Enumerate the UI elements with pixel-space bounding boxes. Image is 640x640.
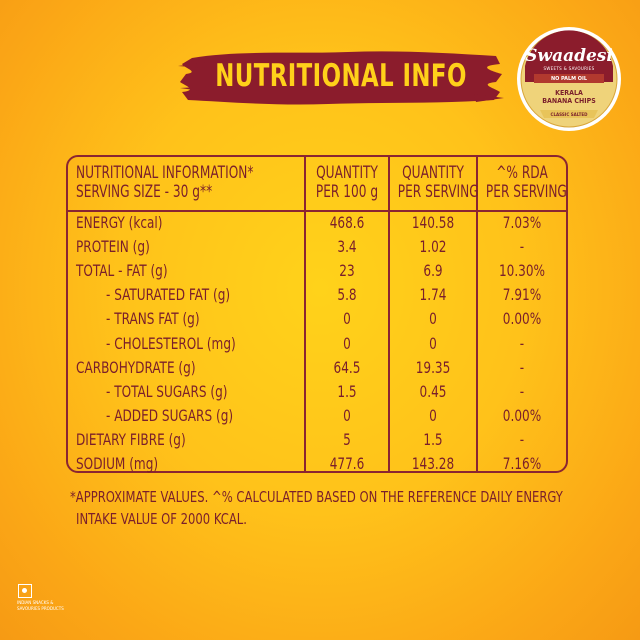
value-per100: 0 xyxy=(343,333,351,353)
nutrient-name: - SATURATED FAT (g) xyxy=(106,285,231,305)
header-rda-line2: PER SERVING xyxy=(485,182,567,201)
badge-claim: NO PALM OIL xyxy=(550,76,588,82)
value-per100: 477.6 xyxy=(329,454,365,473)
nutrient-name: PROTEIN (g) xyxy=(76,237,150,257)
value-per100: 0 xyxy=(343,405,351,425)
value-per-serving: 0 xyxy=(429,405,437,425)
nutrient-name: - ADDED SUGARS (g) xyxy=(106,405,234,425)
value-per100: 5.8 xyxy=(337,285,357,305)
header-rda-line1: ^% RDA xyxy=(496,163,548,182)
value-per-serving: 1.74 xyxy=(419,285,447,305)
value-per100: 468.6 xyxy=(329,213,365,232)
badge-product-line2: BANANA CHIPS xyxy=(542,97,596,105)
value-per100: 23 xyxy=(339,261,355,281)
header-per100-line2: PER 100 g xyxy=(315,182,379,201)
value-rda: - xyxy=(519,429,525,449)
header-nutrient-line1: NUTRITIONAL INFORMATION* xyxy=(76,163,254,182)
nutrient-name: ENERGY (kcal) xyxy=(76,213,163,232)
value-per-serving: 0 xyxy=(429,309,437,329)
value-rda: 0.00% xyxy=(502,405,542,425)
value-per-serving: 143.28 xyxy=(411,454,455,473)
header-per-serving: QUANTITY PER SERVING xyxy=(397,163,479,201)
value-per-serving: 1.5 xyxy=(423,429,443,449)
header-nutrient: NUTRITIONAL INFORMATION* SERVING SIZE - … xyxy=(76,163,253,201)
value-rda: - xyxy=(519,381,525,401)
value-per-serving: 6.9 xyxy=(423,261,443,281)
value-per100: 0 xyxy=(343,309,351,329)
brush-stroke-background xyxy=(178,51,504,105)
nutrient-name: - TRANS FAT (g) xyxy=(106,309,200,329)
value-rda: 10.30% xyxy=(498,261,546,281)
nutrient-name: TOTAL - FAT (g) xyxy=(76,261,168,281)
badge-variant: CLASSIC SALTED xyxy=(550,113,588,118)
header-rda: ^% RDA PER SERVING xyxy=(485,163,567,201)
footnote-line1: *APPROXIMATE VALUES. ^% CALCULATED BASED… xyxy=(70,488,563,506)
veg-mark-text: INDIAN SNACKS & SAVOURIES PRODUCTS xyxy=(17,601,77,612)
title-banner: NUTRITIONAL INFO xyxy=(178,44,504,108)
nutrient-name: - CHOLESTEROL (mg) xyxy=(106,333,236,353)
veg-mark-text-line2: SAVOURIES PRODUCTS xyxy=(17,606,64,612)
value-rda: - xyxy=(519,357,525,377)
footnote-line2: INTAKE VALUE OF 2000 KCAL. xyxy=(76,510,247,528)
brand-badge: Swaadesi SWEETS & SAVOURIES NO PALM OIL … xyxy=(516,26,622,132)
value-per100: 1.5 xyxy=(337,381,357,401)
value-rda: - xyxy=(519,333,525,353)
value-rda: 7.03% xyxy=(502,213,542,232)
value-per100: 5 xyxy=(343,429,351,449)
value-per-serving: 0.45 xyxy=(419,381,447,401)
header-nutrient-line2: SERVING SIZE - 30 g** xyxy=(76,182,213,201)
veg-mark-text-line1: INDIAN SNACKS & xyxy=(17,601,54,606)
value-rda: 7.16% xyxy=(502,454,542,473)
value-per100: 3.4 xyxy=(337,237,357,257)
badge-product-line1: KERALA xyxy=(555,89,583,97)
value-per-serving: 1.02 xyxy=(419,237,447,257)
veg-mark-icon xyxy=(18,584,32,598)
nutrient-name: SODIUM (mg) xyxy=(76,454,159,473)
header-per-serving-line1: QUANTITY xyxy=(402,163,464,182)
header-per100-line1: QUANTITY xyxy=(316,163,378,182)
value-per-serving: 0 xyxy=(429,333,437,353)
value-per-serving: 140.58 xyxy=(411,213,455,232)
badge-brand: Swaadesi xyxy=(525,46,613,66)
column-divider xyxy=(476,157,478,471)
page-title: NUTRITIONAL INFO xyxy=(215,58,467,94)
value-rda: - xyxy=(519,237,525,257)
footnote: *APPROXIMATE VALUES. ^% CALCULATED BASED… xyxy=(70,486,563,530)
nutrient-name: CARBOHYDRATE (g) xyxy=(76,357,196,377)
badge-product: KERALA BANANA CHIPS xyxy=(536,89,602,105)
value-rda: 7.91% xyxy=(502,285,542,305)
value-per100: 64.5 xyxy=(333,357,361,377)
column-divider xyxy=(388,157,390,471)
badge-circle xyxy=(517,27,621,131)
value-rda: 0.00% xyxy=(502,309,542,329)
value-per-serving: 19.35 xyxy=(415,357,451,377)
nutrient-name: DIETARY FIBRE (g) xyxy=(76,429,186,449)
header-per100: QUANTITY PER 100 g xyxy=(313,163,380,201)
nutrition-table: NUTRITIONAL INFORMATION* SERVING SIZE - … xyxy=(66,155,568,473)
header-per-serving-line2: PER SERVING xyxy=(397,182,479,201)
header-divider xyxy=(68,210,566,212)
column-divider xyxy=(304,157,306,471)
nutrient-name: - TOTAL SUGARS (g) xyxy=(106,381,228,401)
badge-tagline: SWEETS & SAVOURIES xyxy=(543,67,595,72)
